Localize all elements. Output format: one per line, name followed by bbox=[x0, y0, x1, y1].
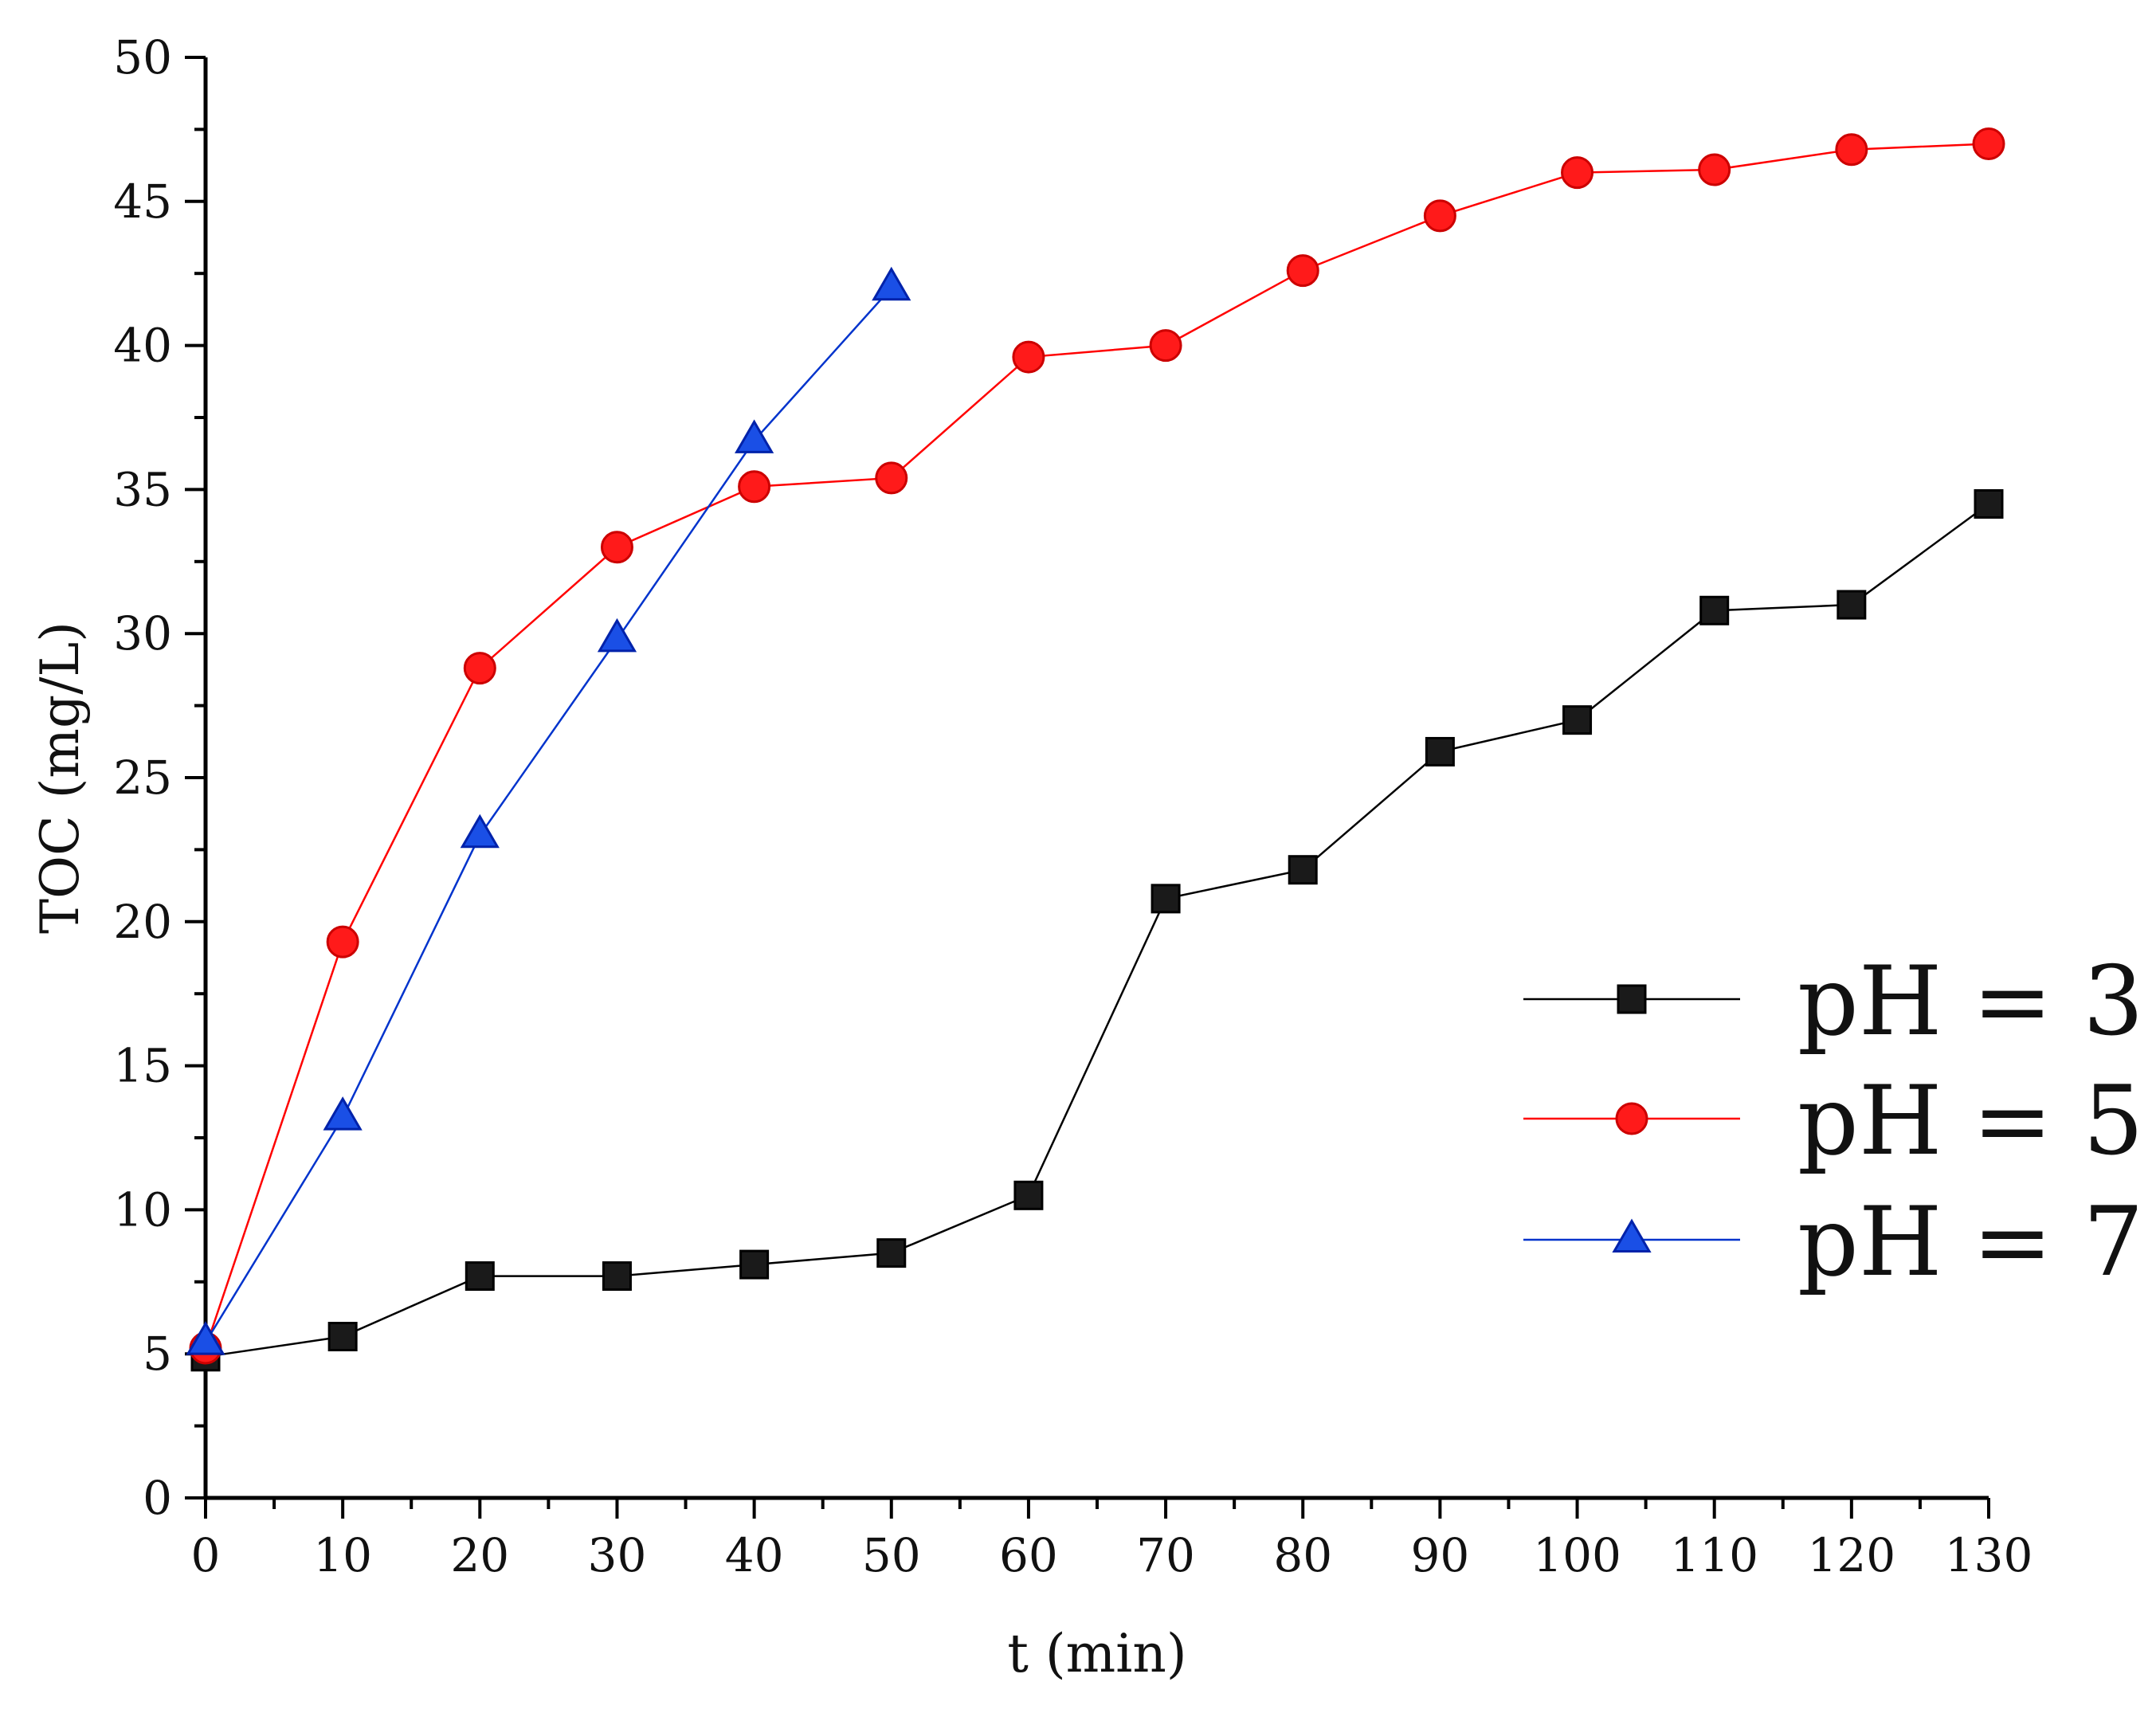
data-point bbox=[876, 1238, 907, 1268]
legend-item: pH = 3 bbox=[1523, 947, 2144, 1057]
x-tick-label: 70 bbox=[1136, 1528, 1195, 1582]
data-point bbox=[186, 1321, 225, 1355]
data-point bbox=[460, 813, 500, 849]
data-point bbox=[1698, 153, 1731, 186]
axes: 0 10 20 30 40 50 60 70 80 90 100 110 120 130 0 5 10 15 20 2… bbox=[113, 30, 2033, 1582]
y-tick-label: 25 bbox=[113, 751, 172, 805]
data-point bbox=[602, 1261, 632, 1292]
data-point bbox=[1013, 1180, 1044, 1210]
x-tick-label: 30 bbox=[588, 1528, 647, 1582]
data-point bbox=[1286, 254, 1319, 288]
y-tick-label: 15 bbox=[113, 1039, 172, 1093]
legend: pH = 3pH = 5pH = 7 bbox=[1523, 947, 2144, 1298]
series-circle bbox=[189, 127, 2005, 1365]
x-tick-label: 130 bbox=[1945, 1528, 2033, 1582]
data-point bbox=[1972, 127, 2005, 160]
y-tick-label: 10 bbox=[113, 1182, 172, 1237]
data-point bbox=[463, 652, 496, 685]
y-tick-label: 30 bbox=[113, 606, 172, 661]
x-tick-label: 20 bbox=[450, 1528, 509, 1582]
x-axis-title: t (min) bbox=[1007, 1623, 1186, 1684]
legend-label: pH = 5 bbox=[1797, 1066, 2144, 1177]
legend-label: pH = 3 bbox=[1797, 947, 2144, 1057]
data-point bbox=[1561, 156, 1594, 190]
data-point bbox=[326, 925, 359, 959]
x-tick-label: 100 bbox=[1533, 1528, 1621, 1582]
x-tick-label: 80 bbox=[1273, 1528, 1332, 1582]
data-point bbox=[739, 1249, 770, 1280]
x-tick-label: 110 bbox=[1670, 1528, 1758, 1582]
x-tick-label: 50 bbox=[862, 1528, 921, 1582]
data-point bbox=[1837, 590, 1867, 620]
data-point bbox=[1423, 199, 1456, 233]
data-point bbox=[1425, 736, 1455, 766]
series-layer bbox=[186, 127, 2005, 1372]
y-tick-label: 5 bbox=[143, 1327, 172, 1381]
data-point bbox=[1149, 329, 1182, 363]
legend-item: pH = 5 bbox=[1523, 1066, 2144, 1177]
y-tick-label: 40 bbox=[113, 319, 172, 373]
data-point bbox=[600, 531, 633, 564]
legend-item: pH = 7 bbox=[1523, 1187, 2144, 1298]
legend-marker bbox=[1615, 1102, 1648, 1135]
legend-marker bbox=[1612, 1218, 1652, 1253]
legend-marker bbox=[1617, 984, 1647, 1014]
series-line bbox=[204, 287, 892, 1343]
legend-label: pH = 7 bbox=[1797, 1187, 2144, 1298]
x-tick-label: 10 bbox=[313, 1528, 372, 1582]
data-point bbox=[1835, 133, 1868, 167]
data-point bbox=[1151, 884, 1181, 914]
y-tick-label: 0 bbox=[143, 1471, 172, 1525]
data-point bbox=[1288, 855, 1318, 885]
x-tick-label: 120 bbox=[1807, 1528, 1895, 1582]
data-point bbox=[323, 1096, 363, 1131]
series-square bbox=[190, 488, 2004, 1372]
y-tick-label: 45 bbox=[113, 174, 172, 229]
y-tick-label: 20 bbox=[113, 895, 172, 949]
x-tick-label: 60 bbox=[999, 1528, 1058, 1582]
data-point bbox=[1699, 595, 1730, 625]
y-tick-label: 50 bbox=[113, 30, 172, 84]
data-point bbox=[875, 461, 908, 495]
y-tick-label: 35 bbox=[113, 462, 172, 516]
data-point bbox=[738, 470, 771, 504]
x-tick-label: 40 bbox=[725, 1528, 784, 1582]
x-tick-label: 0 bbox=[191, 1528, 221, 1582]
data-point bbox=[1974, 488, 2004, 519]
data-point bbox=[1562, 705, 1593, 735]
data-point bbox=[1012, 340, 1045, 374]
data-point bbox=[327, 1322, 358, 1352]
data-point bbox=[597, 617, 637, 653]
series-line bbox=[205, 503, 1989, 1358]
series-line bbox=[204, 143, 1989, 1349]
x-tick-label: 90 bbox=[1410, 1528, 1469, 1582]
y-axis-title: TOC (mg/L) bbox=[29, 621, 91, 934]
data-point bbox=[735, 419, 774, 453]
data-point bbox=[872, 266, 911, 301]
series-triangle bbox=[186, 266, 911, 1355]
data-point bbox=[465, 1261, 495, 1292]
